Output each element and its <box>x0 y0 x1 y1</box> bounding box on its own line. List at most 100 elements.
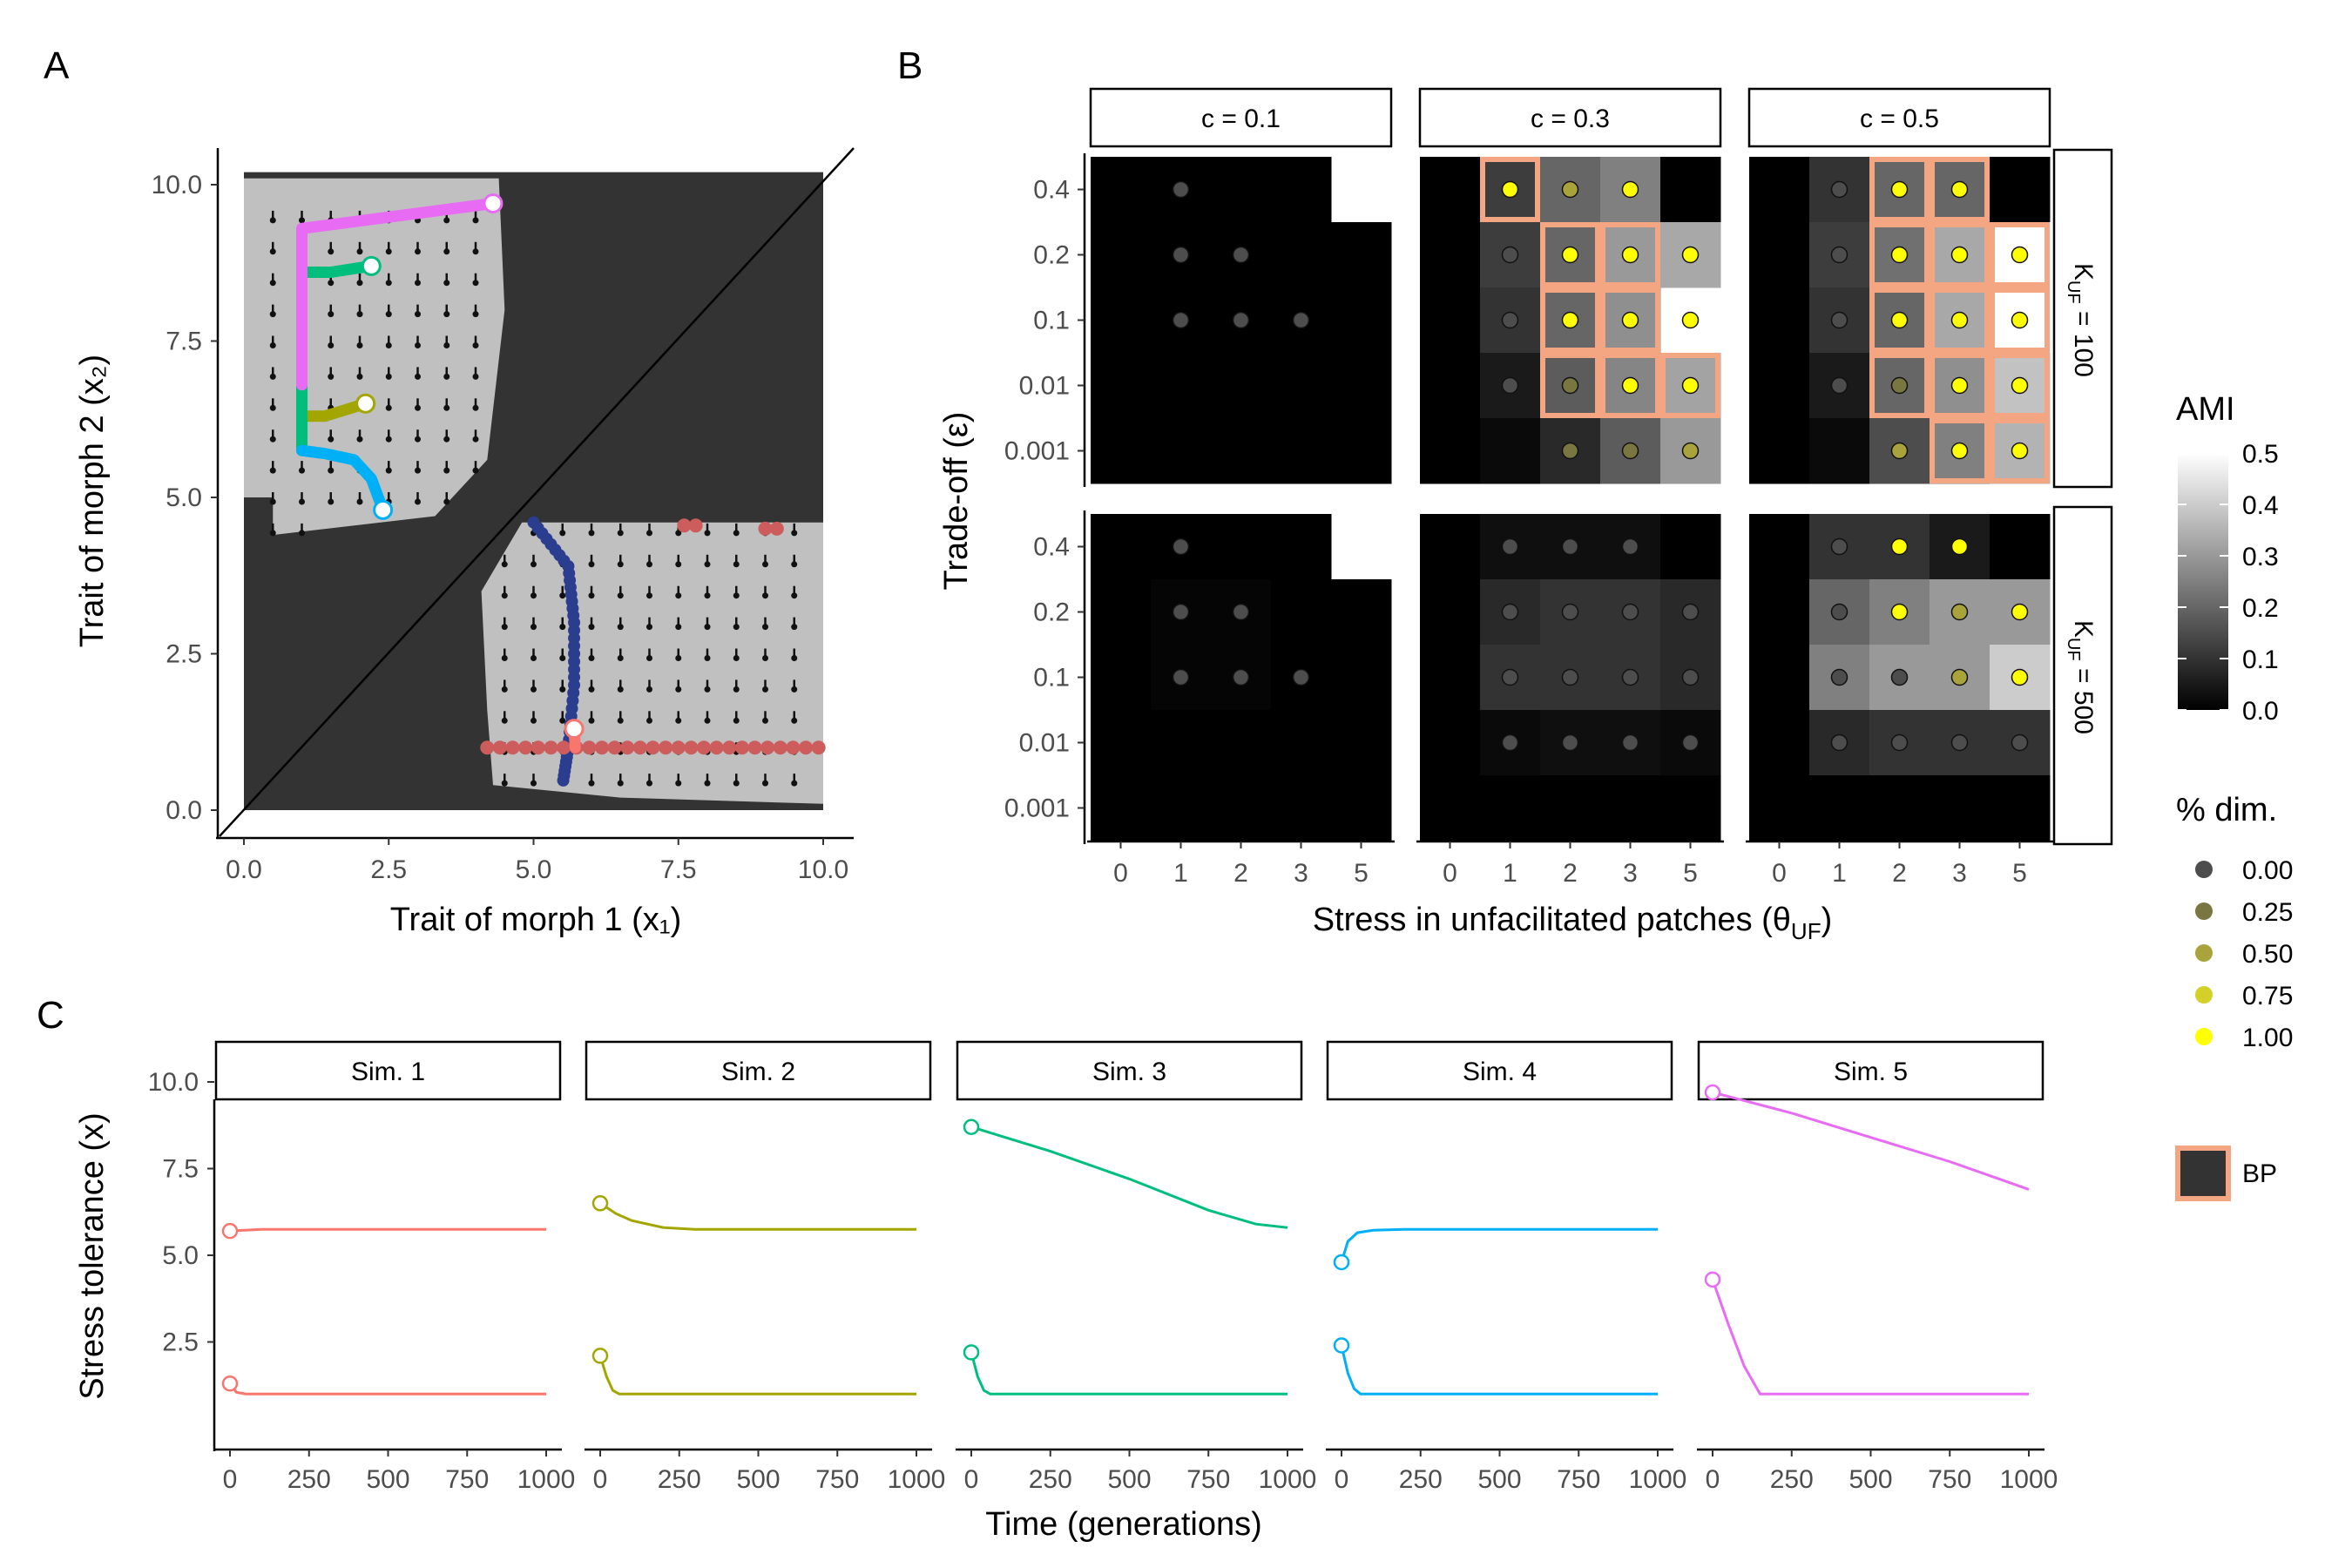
a-vector-head <box>588 592 595 599</box>
a-red-point <box>760 740 775 755</box>
legend-ami-label: 0.4 <box>2242 491 2279 520</box>
b-heatmap-cell <box>1271 514 1332 580</box>
b-y-tick-label: 0.001 <box>1004 794 1070 823</box>
a-vector-head <box>415 404 421 411</box>
a-vector-head <box>704 686 711 693</box>
b-heatmap-cell <box>1420 710 1481 776</box>
b-dim-point <box>1561 376 1579 395</box>
a-vector-head <box>733 780 740 787</box>
b-x-tick-label: 1 <box>1173 859 1188 888</box>
a-vector-head <box>559 655 566 661</box>
a-vector-head <box>443 217 450 224</box>
a-vector-head <box>617 717 624 724</box>
b-dim-point <box>1890 733 1909 752</box>
legend-ami-title: AMI <box>2176 391 2235 428</box>
a-red-point <box>531 740 545 755</box>
a-vector-head <box>791 592 798 599</box>
b-heatmap-cell <box>1420 579 1481 645</box>
b-heatmap-panel <box>1091 514 1392 841</box>
b-heatmap-cell <box>1091 710 1152 776</box>
a-vector-head <box>443 467 450 474</box>
b-dim-point <box>1561 537 1579 556</box>
a-vector-head <box>356 248 363 255</box>
a-vector-head <box>385 280 392 287</box>
a-vector-head <box>531 655 537 661</box>
b-col-strip-label: c = 0.3 <box>1531 105 1610 133</box>
b-row-strip-rest: = 100 <box>2069 304 2098 377</box>
a-red-point <box>659 740 673 755</box>
a-vector-head <box>299 217 305 224</box>
a-vector-head <box>646 530 652 537</box>
b-dim-point <box>1681 442 1700 460</box>
b-heatmap-cell <box>1331 222 1392 288</box>
b-heatmap-cell <box>1151 418 1212 484</box>
b-dim-point <box>2011 376 2029 395</box>
a-y-axis-title: Trait of morph 2 (x₂) <box>74 355 111 647</box>
b-dim-point <box>1561 442 1579 460</box>
c-series-start <box>1704 1084 1721 1101</box>
b-dim-point <box>1950 442 1969 460</box>
c-x-tick-label: 750 <box>445 1465 489 1494</box>
a-vector-head <box>472 248 479 255</box>
b-heatmap-cell <box>1091 645 1152 711</box>
b-y-tick-label: 0.01 <box>1019 729 1070 758</box>
a-vector-head <box>704 655 711 661</box>
a-x-axis-title: Trait of morph 1 (x₁) <box>390 902 682 938</box>
b-x-axis-title: Stress in unfacilitated patches (θUF) <box>1313 902 1833 944</box>
c-series-line <box>1712 1091 2030 1191</box>
b-dim-point <box>1232 668 1250 686</box>
legend-dim-swatch <box>2195 986 2213 1004</box>
b-dim-point <box>2011 603 2029 621</box>
c-x-tick-label: 750 <box>1186 1465 1230 1494</box>
b-heatmap-cell <box>1749 222 1810 288</box>
b-dim-point <box>1681 246 1700 264</box>
c-x-tick-label: 750 <box>815 1465 859 1494</box>
a-vector-field <box>269 210 798 787</box>
b-heatmap-cell <box>1211 418 1272 484</box>
a-vector-head <box>588 717 595 724</box>
b-x-tick-label: 3 <box>1952 859 1967 888</box>
a-vector-head <box>501 592 508 599</box>
b-heatmap-cell <box>1091 418 1152 484</box>
legend-dim-label: 0.50 <box>2242 940 2293 969</box>
b-bp-outline <box>1930 222 1990 287</box>
a-red-points <box>480 518 826 755</box>
a-vector-head <box>269 467 276 474</box>
b-dim-point <box>1950 180 1969 199</box>
b-heatmap-cell <box>1749 353 1810 419</box>
b-heatmap-cell <box>1749 514 1810 580</box>
b-heatmap-cell <box>1749 645 1810 711</box>
b-x-tick-label: 5 <box>1354 859 1369 888</box>
b-bp-outline <box>1869 353 1930 418</box>
b-dim-point <box>1501 733 1519 752</box>
a-vector-head <box>791 530 798 537</box>
c-facet-strip <box>214 1040 562 1101</box>
b-dim-point <box>1232 311 1250 329</box>
a-red-point <box>505 740 520 755</box>
b-bp-outline <box>1540 222 1600 287</box>
c-x-tick-label: 500 <box>366 1465 409 1494</box>
a-vector-head <box>269 217 276 224</box>
b-dim-point <box>1950 603 1969 621</box>
legend-bp-label: BP <box>2242 1159 2277 1188</box>
a-vector-head <box>704 780 711 787</box>
b-x-tick-label: 2 <box>1233 859 1248 888</box>
a-vector-head <box>385 373 392 380</box>
b-bp-outline <box>1990 353 2050 418</box>
b-heatmap-cell <box>1151 710 1212 776</box>
b-dim-point <box>1621 603 1639 621</box>
c-series-start <box>1333 1337 1350 1354</box>
c-series-line <box>598 1355 916 1396</box>
b-dim-point <box>1561 180 1579 199</box>
b-y-tick-label: 0.01 <box>1019 372 1070 401</box>
legend-dim-label: 0.00 <box>2242 856 2293 885</box>
a-trajectory-start-2 <box>355 393 376 414</box>
a-vector-head <box>559 717 566 724</box>
b-x-tick-label: 1 <box>1503 859 1517 888</box>
a-red-point <box>645 740 660 755</box>
a-trajectory-start-1 <box>564 719 585 740</box>
a-vector-head <box>675 530 682 537</box>
b-dim-point <box>1621 537 1639 556</box>
a-red-point <box>786 740 801 755</box>
b-heatmap-cell <box>1480 418 1541 484</box>
